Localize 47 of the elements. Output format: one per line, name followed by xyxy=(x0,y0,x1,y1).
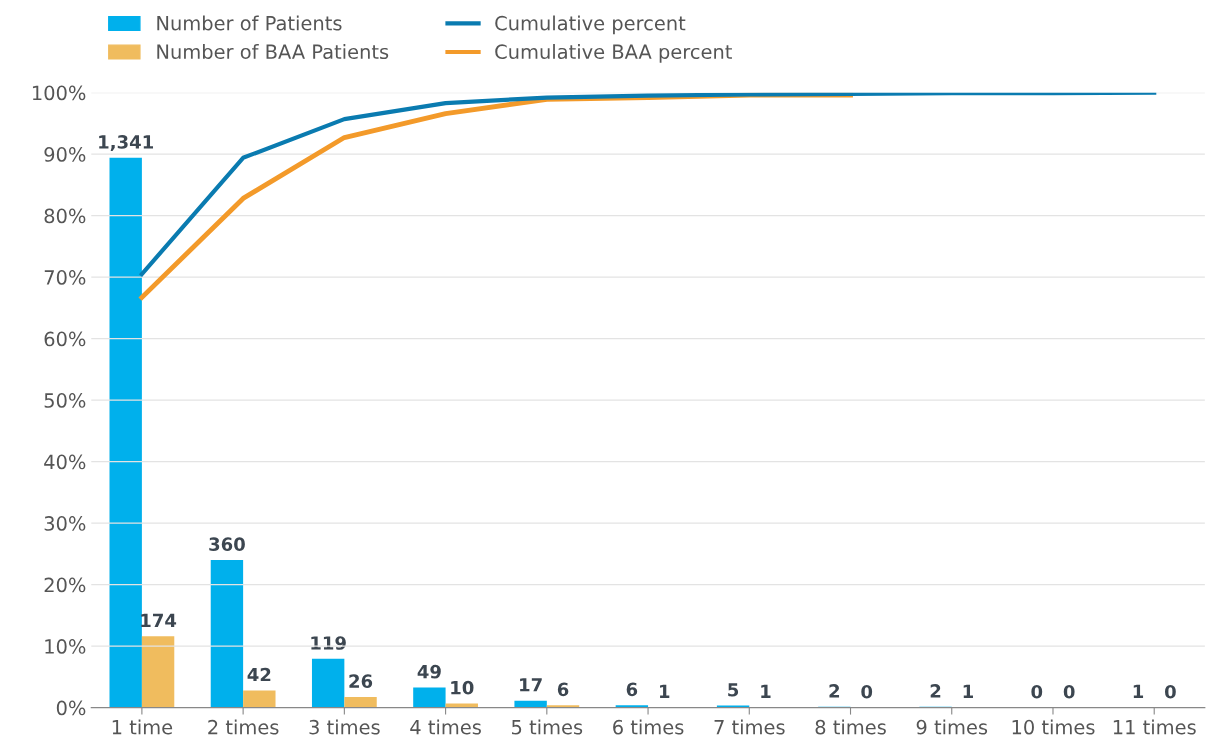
x-tick-label: 8 times xyxy=(815,719,886,735)
y-tick-label: 90% xyxy=(44,147,86,162)
data-label: 5 xyxy=(728,683,739,697)
data-label: 10 xyxy=(451,680,474,695)
data-label: 0 xyxy=(1063,684,1075,699)
data-label: 2 xyxy=(829,684,840,698)
data-label: 26 xyxy=(349,674,373,688)
x-tick-label: 4 times xyxy=(410,719,481,735)
data-label: 6 xyxy=(557,682,569,697)
data-label: 49 xyxy=(417,664,441,679)
data-label: 0 xyxy=(1031,684,1043,699)
data-label: 1 xyxy=(761,684,771,698)
y-tick-label: 40% xyxy=(44,454,86,470)
y-tick-label: 60% xyxy=(44,331,86,347)
legend-label: Number of BAA Patients xyxy=(157,44,389,60)
legend-label: Cumulative BAA percent xyxy=(495,44,732,63)
y-tick-label: 80% xyxy=(44,208,86,224)
legend-label: Cumulative percent xyxy=(495,15,686,35)
data-label: 2 xyxy=(930,684,941,698)
x-tick-label: 11 times xyxy=(1113,719,1196,735)
x-tick-label: 1 time xyxy=(112,719,173,735)
data-label: 6 xyxy=(626,682,638,697)
data-label: 0 xyxy=(861,684,873,699)
x-tick-label: 9 times xyxy=(916,719,988,735)
y-tick-label: 10% xyxy=(45,639,86,654)
y-tick-label: 20% xyxy=(44,577,86,593)
x-tick-label: 7 times xyxy=(714,719,785,735)
data-label: 1 xyxy=(963,684,973,698)
y-tick-label: 70% xyxy=(44,270,86,285)
data-label: 17 xyxy=(520,678,542,692)
y-tick-label: 0% xyxy=(56,700,86,716)
x-tick-label: 3 times xyxy=(309,719,380,735)
legend-label: Number of Patients xyxy=(157,15,342,31)
y-tick-label: 30% xyxy=(44,516,86,531)
x-tick-label: 10 times xyxy=(1012,719,1095,735)
data-label: 1 xyxy=(1133,684,1144,698)
x-tick-label: 5 times xyxy=(512,719,583,735)
data-label: 119 xyxy=(311,636,346,650)
data-label: 42 xyxy=(247,667,271,682)
y-tick-label: 100% xyxy=(32,85,86,101)
data-label: 360 xyxy=(209,537,245,551)
data-label: 1,341 xyxy=(99,135,154,152)
x-tick-label: 2 times xyxy=(208,719,279,735)
x-tick-label: 6 times xyxy=(613,719,684,735)
data-label: 1 xyxy=(660,684,670,698)
data-label: 0 xyxy=(1164,684,1176,699)
y-tick-label: 50% xyxy=(44,393,86,408)
